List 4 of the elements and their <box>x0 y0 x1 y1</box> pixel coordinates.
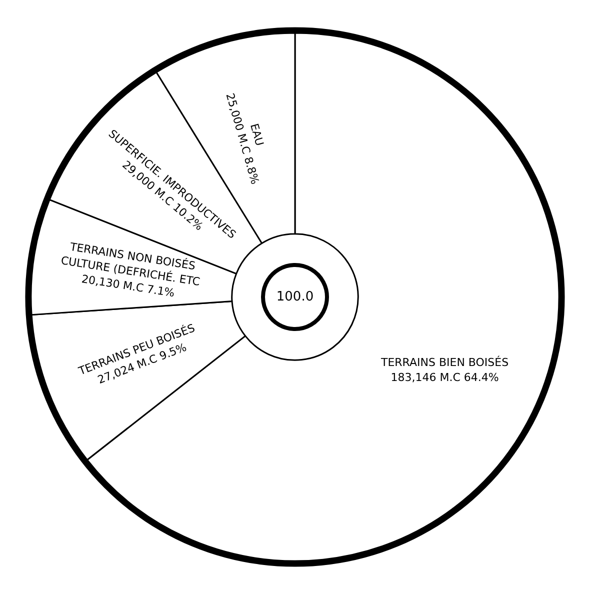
text: 100.0 <box>276 290 314 304</box>
data-label: 183,146 M.C 64.4% <box>390 370 499 384</box>
slice-label: EAU <box>247 122 266 148</box>
slice-label: TERRAINS BIEN BOISÉS <box>380 354 509 369</box>
